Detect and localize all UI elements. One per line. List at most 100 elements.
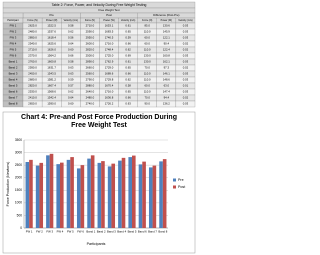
bar [80, 165, 85, 228]
cell-text: Band 7 [9, 96, 18, 100]
cell-text: 2500.0 [86, 54, 95, 58]
cell-text: 1636.8 [105, 96, 114, 100]
cell-text: 1683.5 [105, 30, 114, 34]
cell-text: 162.1 [163, 60, 170, 64]
cell-text: 1590.0 [47, 102, 56, 106]
legend-label: Post [178, 185, 185, 189]
cell-text: 0.65 [125, 90, 131, 94]
bar [97, 162, 102, 228]
cell-text: 2480.0 [28, 30, 37, 34]
column-header: Power (W) [46, 19, 57, 22]
header-cell [2, 12, 24, 19]
column-header: Velocity (m/s) [121, 19, 136, 22]
cell-text: 0.02 [183, 96, 189, 100]
cell-text: 1689.6 [105, 72, 114, 76]
cell-text: FW 3 [10, 36, 17, 40]
cell-text: 2880.0 [86, 84, 95, 88]
cell-text: 122.1 [163, 36, 170, 40]
cell-text: 0.58 [68, 24, 74, 28]
x-tick-label: Band 7 [148, 230, 157, 234]
y-tick-label: 1500 [15, 188, 22, 192]
cell-text: 2640.0 [86, 90, 95, 94]
cell-text: 63.0 [164, 84, 170, 88]
cell-text: 0.03 [183, 78, 189, 82]
x-tick-label: FW 2 [36, 230, 43, 234]
cell-text: 1729.0 [105, 66, 114, 70]
bar [76, 168, 81, 228]
x-tick-label: Band 4 [117, 230, 126, 234]
cell-text: 1522.5 [47, 24, 56, 28]
cell-text: 1542.4 [47, 96, 56, 100]
cell-text: Band 8 [9, 102, 18, 106]
bar [60, 162, 64, 228]
bar [132, 155, 136, 228]
cell-text: FW 1 [10, 24, 17, 28]
cell-text: 0.61 [125, 60, 131, 64]
cell-text: 1600.8 [47, 60, 56, 64]
bar [121, 157, 126, 228]
cell-text: 0.03 [183, 90, 189, 94]
cell-text: 0.03 [183, 72, 189, 76]
cell-text: 1625.6 [47, 42, 56, 46]
cell-text: 2590.0 [28, 66, 37, 70]
column-header: Force (N) [142, 19, 152, 22]
cell-text: 147.4 [163, 90, 170, 94]
cell-text: 0.63 [68, 66, 74, 70]
cell-text: 2660.0 [86, 66, 95, 70]
table-cell [175, 100, 196, 108]
table-title: Table 2: Force, Power, and Velocity Duri… [52, 3, 147, 7]
column-header: Velocity (m/s) [64, 19, 79, 22]
x-tick-label: FW 3 [46, 230, 53, 234]
cell-text: 0.62 [68, 90, 74, 94]
group-header: Pre [49, 13, 54, 17]
bar [25, 162, 30, 228]
cell-text: Band 2 [9, 66, 18, 70]
cell-text: 0.60 [68, 48, 74, 52]
bar [101, 161, 105, 228]
cell-text: 0.02 [183, 48, 189, 52]
cell-text: 70.0 [144, 96, 150, 100]
cell-text: 0.03 [183, 102, 189, 106]
bar [138, 164, 143, 228]
test-header: Free Weight Test [98, 8, 119, 12]
cell-text: 2540.0 [28, 42, 37, 46]
y-tick-label: 2000 [15, 176, 22, 180]
bar [35, 165, 40, 228]
bar [70, 157, 74, 228]
cell-text: 2650.0 [28, 102, 37, 106]
x-tick-label: FW 4 [57, 230, 64, 234]
cell-text: 2410.0 [28, 96, 37, 100]
cell-text: 70.0 [144, 66, 150, 70]
cell-text: 110.0 [144, 30, 151, 34]
cell-text: 2370.0 [28, 54, 37, 58]
y-tick-label: 3000 [15, 150, 22, 154]
x-tick-label: FW 5 [67, 230, 74, 234]
cell-text: 0.03 [183, 30, 189, 34]
cell-text: 2820.0 [86, 48, 95, 52]
cell-text: 94.4 [164, 96, 170, 100]
cell-text: 2760.0 [28, 60, 37, 64]
legend-swatch [173, 178, 176, 182]
group-header: Difference (Post-Pre) [153, 13, 179, 17]
x-tick-label: Band 5 [128, 230, 137, 234]
column-header: Power (W) [161, 19, 172, 22]
cell-text: 0.59 [68, 78, 74, 82]
bar [66, 159, 71, 228]
bar [148, 167, 153, 228]
cell-text: FW 4 [10, 42, 17, 46]
cell-text: 136.2 [163, 102, 170, 106]
cell-text: 1581.2 [47, 78, 56, 82]
bar [162, 159, 167, 228]
cell-text: Band 6 [9, 90, 18, 94]
cell-text: 1716.0 [105, 90, 114, 94]
column-header: Force (N) [85, 19, 95, 22]
cell-text: 1653.1 [105, 24, 114, 28]
cell-text: 0.66 [68, 54, 74, 58]
cell-text: 148.6 [163, 78, 170, 82]
cell-text: 0.58 [125, 84, 131, 88]
bar [159, 161, 163, 228]
cell-text: 85.0 [144, 24, 150, 28]
cell-text: 97.3 [164, 66, 170, 70]
cell-text: Band 5 [9, 84, 18, 88]
cell-text: 0.66 [125, 72, 131, 76]
